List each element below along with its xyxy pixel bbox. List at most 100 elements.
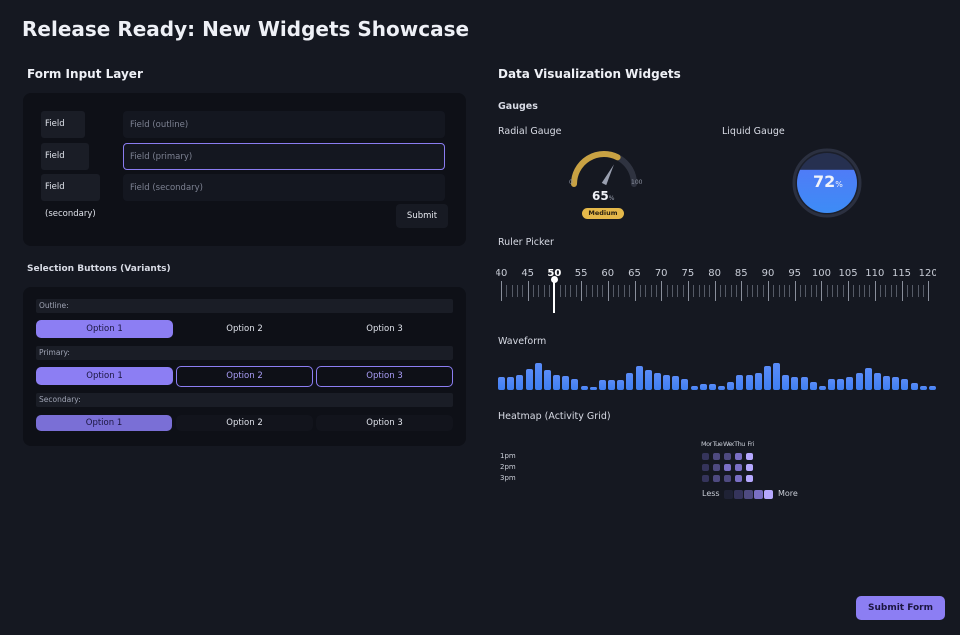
heatmap-cell[interactable]: [702, 475, 709, 482]
submit-form-button[interactable]: Submit Form: [856, 596, 945, 620]
waveform-bar: [883, 376, 891, 390]
primary-option-1[interactable]: Option 1: [36, 367, 173, 385]
heatmap-cell[interactable]: [735, 464, 742, 471]
waveform-bar: [800, 377, 808, 390]
ruler-picker[interactable]: 40 45 50 55 60 65 70 75 80 85 90 95 100 105 110 115 120: [496, 266, 936, 316]
ruler-tick-label: 85: [734, 268, 748, 279]
ruler-major-tick: [794, 281, 796, 301]
heatmap-cell[interactable]: [702, 464, 709, 471]
page-title: Release Ready: New Widgets Showcase: [22, 17, 470, 41]
outline-field-input[interactable]: Field (outline): [123, 111, 445, 138]
waveform-bar: [516, 374, 524, 390]
heatmap-cell[interactable]: [735, 453, 742, 460]
heatmap-cell[interactable]: [713, 464, 720, 471]
ruler-minor-tick: [602, 285, 604, 297]
ruler-minor-tick: [880, 285, 882, 297]
ruler-major-tick: [768, 281, 769, 301]
selection-section-title: Selection Buttons (Variants): [27, 264, 171, 274]
ruler-minor-tick: [703, 285, 705, 297]
heatmap-legend-swatch: [724, 490, 733, 499]
liquid-gauge-title: Liquid Gauge: [722, 126, 785, 137]
submit-button[interactable]: Submit: [396, 204, 448, 228]
gauge-badge: Medium: [582, 208, 624, 219]
heatmap-legend-swatch: [754, 490, 763, 499]
outline-option-2[interactable]: Option 2: [226, 324, 263, 334]
ruler-minor-tick: [890, 285, 892, 297]
waveform-title: Waveform: [498, 336, 547, 347]
ruler-minor-tick: [912, 285, 914, 297]
waveform-bar: [809, 381, 817, 390]
heatmap-cell[interactable]: [702, 453, 709, 460]
ruler-tick-label: 100: [811, 268, 831, 279]
ruler-major-tick: [741, 281, 743, 301]
outline-option-1[interactable]: Option 1: [36, 320, 173, 338]
heatmap-cell[interactable]: [724, 464, 731, 471]
ruler-tick-label: 60: [601, 268, 615, 279]
waveform-bar: [828, 378, 836, 390]
heatmap-cell[interactable]: [724, 453, 731, 460]
waveform-bar: [855, 373, 863, 390]
radial-gauge: 0 100 65% Medium: [566, 146, 642, 222]
heatmap-cell[interactable]: [713, 453, 720, 460]
ruler-indicator[interactable]: [553, 279, 556, 313]
field-label: Field (outline): [41, 111, 85, 156]
heatmap: MonTueWedThuFri 1pm 2pm 3pm Less More: [498, 438, 798, 504]
heatmap-cell[interactable]: [746, 475, 753, 482]
waveform-bar: [846, 377, 854, 390]
secondary-option-3[interactable]: Option 3: [316, 415, 453, 431]
ruler-tick-label: 90: [761, 268, 775, 279]
ruler-minor-tick: [805, 285, 807, 297]
ruler-minor-tick: [757, 285, 759, 297]
primary-option-2[interactable]: Option 2: [176, 366, 313, 387]
selection-card: Outline: Option 1 Option 2 Option 3 Prim…: [23, 287, 466, 446]
ruler-minor-tick: [533, 285, 535, 297]
ruler-minor-tick: [693, 285, 695, 297]
ruler-tick-label: 65: [628, 268, 641, 279]
waveform-bar: [672, 376, 680, 390]
form-section-title: Form Input Layer: [27, 67, 143, 81]
heatmap-day-label: Wed: [723, 440, 734, 448]
ruler-minor-tick: [506, 285, 508, 297]
waveform-bar: [892, 377, 900, 390]
ruler-minor-tick: [837, 285, 839, 297]
waveform-bar: [754, 373, 762, 390]
heatmap-cell[interactable]: [724, 475, 731, 482]
heatmap-cell[interactable]: [735, 475, 742, 482]
heatmap-hour-label: 3pm: [500, 474, 516, 482]
heatmap-cell[interactable]: [746, 453, 753, 460]
ruler-minor-tick: [709, 285, 711, 297]
waveform-bar: [837, 378, 845, 390]
heatmap-legend-swatch: [744, 490, 753, 499]
waveform-bar: [498, 377, 506, 390]
heatmap-cell[interactable]: [746, 464, 753, 471]
waveform-bar: [773, 363, 781, 390]
ruler-minor-tick: [522, 285, 524, 297]
heatmap-hour-label: 1pm: [500, 452, 516, 460]
ruler-minor-tick: [655, 285, 657, 297]
ruler-minor-tick: [682, 285, 684, 297]
heatmap-cell[interactable]: [713, 475, 720, 482]
ruler-tick-label: 110: [865, 268, 885, 279]
secondary-field-input[interactable]: Field (secondary): [123, 174, 445, 201]
secondary-option-2[interactable]: Option 2: [176, 415, 313, 431]
ruler-minor-tick: [538, 285, 540, 297]
secondary-group-label: Secondary:: [36, 393, 453, 407]
waveform-bar: [919, 385, 927, 390]
waveform-bar: [635, 366, 643, 390]
ruler-indicator-knob[interactable]: [550, 276, 558, 283]
ruler-minor-tick: [869, 285, 871, 297]
ruler-tick-label: 45: [521, 268, 535, 279]
secondary-option-1[interactable]: Option 1: [36, 415, 172, 431]
ruler-minor-tick: [597, 285, 599, 297]
primary-option-3[interactable]: Option 3: [316, 366, 453, 387]
ruler-minor-tick: [906, 285, 908, 297]
waveform-bar: [782, 374, 790, 390]
outline-option-3[interactable]: Option 3: [366, 324, 403, 334]
waveform-bar: [727, 381, 735, 390]
waveform-bar: [562, 376, 570, 390]
radial-gauge-title: Radial Gauge: [498, 126, 562, 137]
heatmap-legend-swatch: [734, 490, 743, 499]
waveform-bar: [910, 383, 918, 390]
primary-field-input[interactable]: Field (primary): [123, 143, 445, 170]
waveform-bar: [653, 373, 661, 390]
